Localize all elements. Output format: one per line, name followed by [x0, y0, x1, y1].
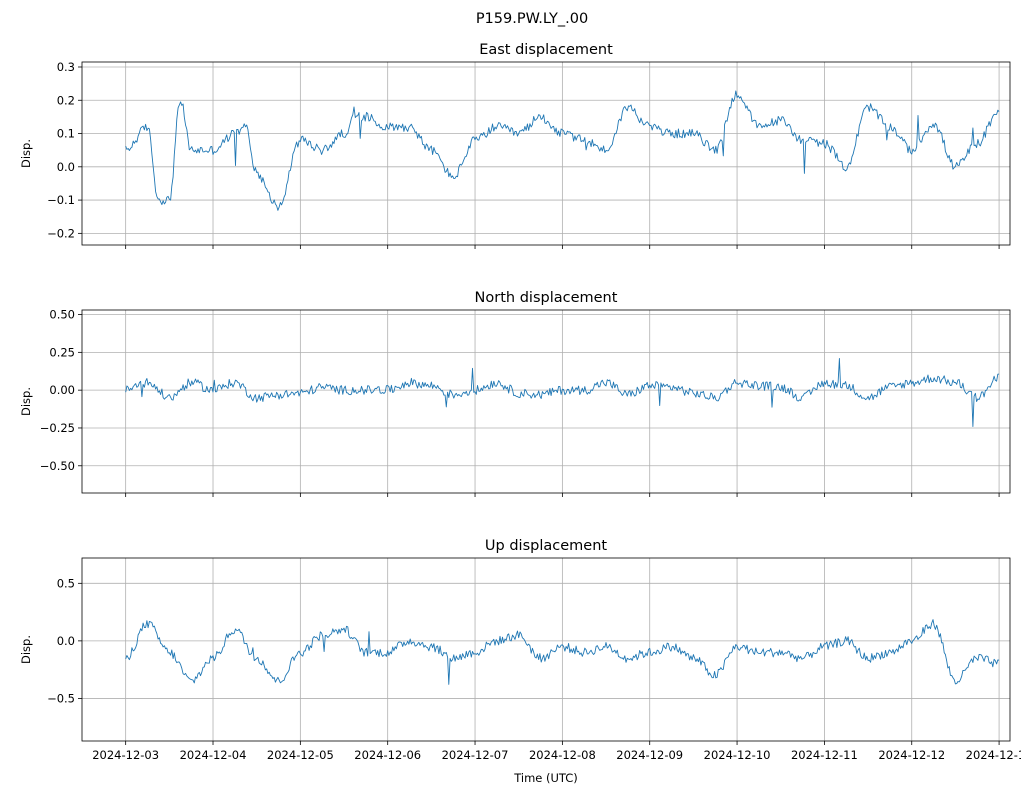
axes-frame	[81, 309, 1011, 494]
y-tick-label: 0.25	[49, 345, 75, 359]
y-tick-label: 0.3	[57, 60, 75, 74]
series-line	[125, 358, 1000, 427]
y-axis-label: Disp.	[19, 387, 33, 416]
x-axis-label: Time (UTC)	[513, 771, 578, 785]
series-line	[125, 619, 1000, 685]
y-tick-label: 0.0	[57, 634, 75, 648]
x-tick-label: 2024-12-07	[442, 748, 509, 762]
x-tick-label: 2024-12-10	[704, 748, 771, 762]
panel-title: Up displacement	[485, 538, 607, 554]
panel-2: 2024-12-03 2024-12-04 2024-12-05 2024-12-06…	[19, 538, 1021, 762]
x-tick-label: 2024-12-09	[616, 748, 683, 762]
x-tick-label: 2024-12-08	[529, 748, 596, 762]
panel-0: −0.2 −0.1 0.0 0.1 0.2 0.3 East displacement Dis…	[19, 42, 1011, 249]
y-tick-label: 0.2	[57, 93, 75, 107]
y-tick-label: −0.5	[47, 691, 75, 705]
axes-frame	[81, 557, 1011, 742]
y-tick-label: 0.00	[49, 383, 75, 397]
figure-title: P159.PW.LY_.00	[476, 11, 588, 27]
x-tick-label: 2024-12-12	[878, 748, 945, 762]
y-tick-label: −0.50	[40, 459, 75, 473]
x-tick-label: 2024-12-03	[92, 748, 159, 762]
y-tick-label: 0.5	[57, 576, 75, 590]
panel-title: North displacement	[475, 290, 618, 306]
y-tick-label: −0.1	[47, 193, 75, 207]
y-tick-label: 0.0	[57, 160, 75, 174]
y-tick-label: −0.2	[47, 226, 75, 240]
y-axis-label: Disp.	[19, 635, 33, 664]
y-tick-label: −0.25	[40, 421, 75, 435]
x-tick-label: 2024-12-11	[791, 748, 858, 762]
x-tick-label: 2024-12-04	[180, 748, 247, 762]
x-tick-label: 2024-12-06	[354, 748, 421, 762]
y-axis-label: Disp.	[19, 139, 33, 168]
y-tick-label: 0.50	[49, 308, 75, 322]
x-tick-label: 2024-12-05	[267, 748, 334, 762]
y-tick-label: 0.1	[57, 127, 75, 141]
x-tick-label: 2024-12-13	[966, 748, 1021, 762]
axes-frame	[81, 61, 1011, 246]
panel-1: −0.50 −0.25 0.00 0.25 0.50 North displacement…	[19, 290, 1011, 497]
series-line	[125, 90, 1000, 211]
panel-title: East displacement	[479, 42, 613, 58]
